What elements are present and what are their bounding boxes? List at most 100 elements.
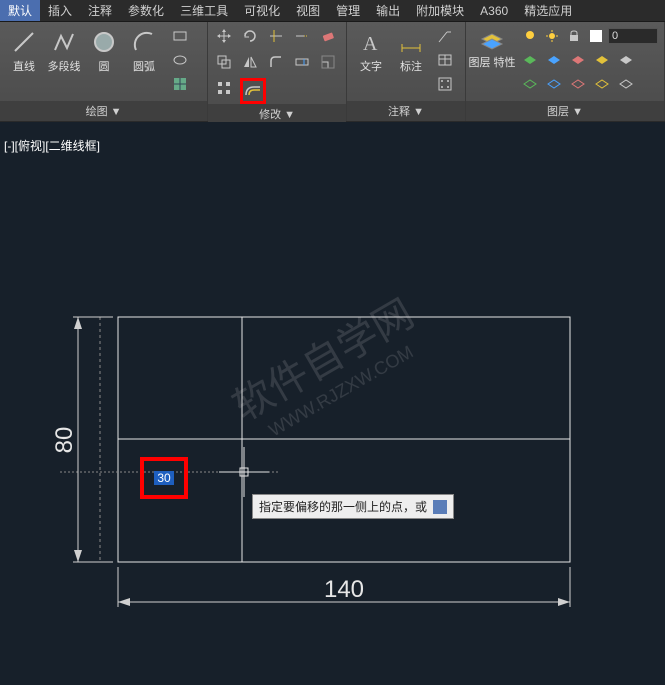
ribbon-tabs: 默认 插入 注释 参数化 三维工具 可视化 视图 管理 输出 附加模块 A360… (0, 0, 665, 22)
layer-tool-4-icon[interactable] (592, 50, 612, 70)
drawing-viewport[interactable]: [-][俯视][二维线框] 软件自学网 WWW.RJZXW.COM 140 (0, 122, 665, 685)
panel-annotate: A 文字 标注 注释 ▼ (347, 22, 466, 121)
layer-properties-label: 图层 特性 (468, 58, 515, 69)
table-icon[interactable] (435, 50, 455, 70)
ellipse-icon[interactable] (170, 50, 190, 70)
tab-label: 参数化 (128, 2, 164, 19)
hatch-icon[interactable] (170, 74, 190, 94)
copy-icon[interactable] (214, 52, 234, 72)
tab-label: 管理 (336, 2, 360, 19)
tab-label: 三维工具 (180, 2, 228, 19)
tab-label: 输出 (376, 2, 400, 19)
tab-addins[interactable]: 附加模块 (408, 0, 472, 21)
dim-h-value: 140 (324, 576, 364, 603)
offset-icon[interactable] (240, 78, 266, 104)
layer-tool-7-icon[interactable] (544, 74, 564, 94)
tab-output[interactable]: 输出 (368, 0, 408, 21)
extend-icon[interactable] (292, 26, 312, 46)
circle-icon (90, 28, 118, 56)
tab-label: 默认 (8, 2, 32, 19)
tab-manage[interactable]: 管理 (328, 0, 368, 21)
tooltip-text: 指定要偏移的那一侧上的点，或 (259, 498, 427, 515)
arc-button[interactable]: 圆弧 (126, 26, 162, 74)
lock-icon[interactable] (564, 26, 584, 46)
tab-label: 附加模块 (416, 2, 464, 19)
tab-insert[interactable]: 插入 (40, 0, 80, 21)
layer-tool-10-icon[interactable] (616, 74, 636, 94)
circle-label: 圆 (99, 58, 110, 74)
panel-draw: 直线 多段线 圆 圆弧 (0, 22, 208, 121)
layer-tool-5-icon[interactable] (616, 50, 636, 70)
line-label: 直线 (13, 58, 35, 74)
tab-label: 插入 (48, 2, 72, 19)
tab-default[interactable]: 默认 (0, 0, 40, 21)
tab-label: A360 (480, 4, 508, 18)
trim-icon[interactable] (266, 26, 286, 46)
line-icon (10, 28, 38, 56)
tab-annotate[interactable]: 注释 (80, 0, 120, 21)
tab-parametric[interactable]: 参数化 (120, 0, 172, 21)
arc-icon (130, 28, 158, 56)
dimension-label: 标注 (400, 58, 422, 74)
tab-label: 注释 (88, 2, 112, 19)
mirror-icon[interactable] (240, 52, 260, 72)
rect-icon[interactable] (170, 26, 190, 46)
array-icon[interactable] (214, 78, 234, 98)
panel-layers: 图层 特性 (466, 22, 665, 121)
line-button[interactable]: 直线 (6, 26, 42, 74)
dim-v-value: 80 (51, 427, 78, 454)
polyline-button[interactable]: 多段线 (46, 26, 82, 74)
dimension-horizontal: 140 (118, 567, 570, 607)
tab-label: 视图 (296, 2, 320, 19)
svg-text:A: A (363, 33, 378, 55)
layers-icon (478, 28, 506, 56)
panel-modify-title[interactable]: 修改 ▼ (208, 104, 346, 124)
rotate-icon[interactable] (240, 26, 260, 46)
lightbulb-icon[interactable] (520, 26, 540, 46)
layer-tool-1-icon[interactable] (520, 50, 540, 70)
arc-label: 圆弧 (133, 58, 155, 74)
panel-draw-title[interactable]: 绘图 ▼ (0, 101, 207, 121)
circle-button[interactable]: 圆 (86, 26, 122, 74)
offset-distance-input[interactable]: 30 (154, 471, 174, 485)
polyline-icon (50, 28, 78, 56)
tooltip-icon (433, 500, 447, 514)
tab-label: 精选应用 (524, 2, 572, 19)
panel-annotate-title[interactable]: 注释 ▼ (347, 101, 465, 121)
polyline-label: 多段线 (48, 58, 81, 74)
ribbon: 直线 多段线 圆 圆弧 (0, 22, 665, 122)
scale-icon[interactable] (318, 52, 338, 72)
stretch-icon[interactable] (292, 52, 312, 72)
drawing-canvas: 软件自学网 WWW.RJZXW.COM 140 (0, 122, 665, 685)
tab-label: 可视化 (244, 2, 280, 19)
layer-tool-9-icon[interactable] (592, 74, 612, 94)
tab-3dtools[interactable]: 三维工具 (172, 0, 236, 21)
offset-input-highlight: 30 (140, 457, 188, 499)
text-label: 文字 (360, 58, 382, 74)
tab-featured[interactable]: 精选应用 (516, 0, 580, 21)
panel-modify: 修改 ▼ (208, 22, 347, 121)
panel-layers-title[interactable]: 图层 ▼ (466, 101, 664, 121)
layer-tool-6-icon[interactable] (520, 74, 540, 94)
fillet-icon[interactable] (266, 52, 286, 72)
erase-icon[interactable] (318, 26, 338, 46)
layer-tool-3-icon[interactable] (568, 50, 588, 70)
tab-visualize[interactable]: 可视化 (236, 0, 288, 21)
command-tooltip: 指定要偏移的那一侧上的点，或 (252, 494, 454, 519)
color-swatch-icon[interactable] (586, 26, 606, 46)
sun-icon[interactable] (542, 26, 562, 46)
move-icon[interactable] (214, 26, 234, 46)
leader-icon[interactable] (435, 26, 455, 46)
layer-properties-button[interactable]: 图层 特性 (472, 26, 512, 69)
text-button[interactable]: A 文字 (353, 26, 389, 74)
cloud-icon[interactable] (435, 74, 455, 94)
dimension-icon (397, 28, 425, 56)
dimension-vertical: 80 (51, 317, 113, 562)
tab-a360[interactable]: A360 (472, 0, 516, 21)
tab-view[interactable]: 视图 (288, 0, 328, 21)
dimension-button[interactable]: 标注 (393, 26, 429, 74)
current-layer-input[interactable] (608, 28, 658, 44)
layer-tool-8-icon[interactable] (568, 74, 588, 94)
text-icon: A (357, 28, 385, 56)
layer-tool-2-icon[interactable] (544, 50, 564, 70)
